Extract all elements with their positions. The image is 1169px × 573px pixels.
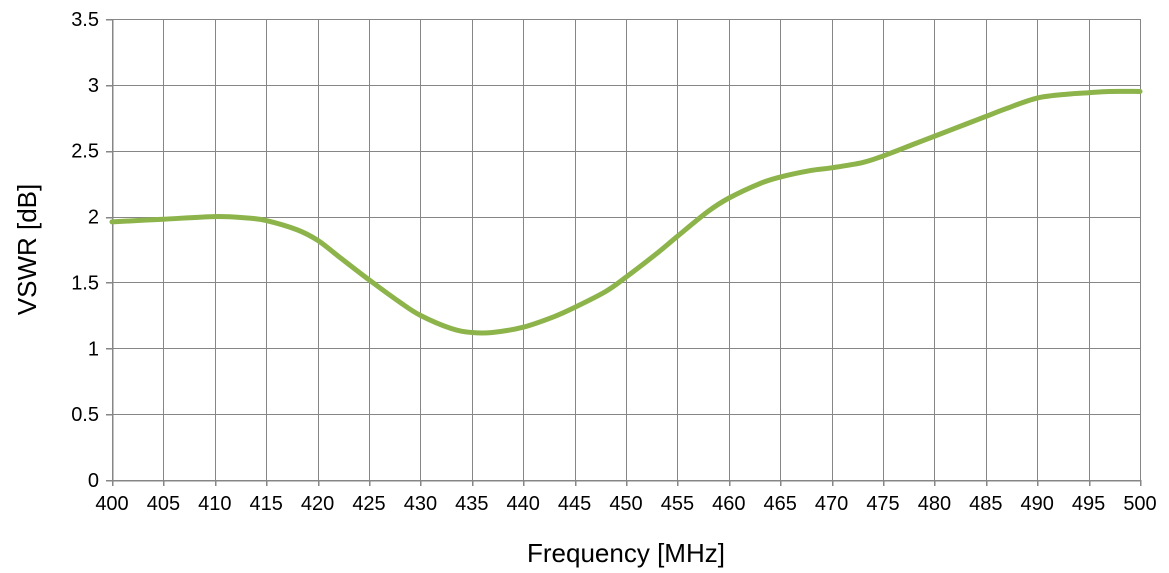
y-tick-label: 1 xyxy=(88,338,99,360)
x-tick-label: 500 xyxy=(1123,493,1156,515)
x-tick-label: 405 xyxy=(147,493,180,515)
y-tick-label: 1.5 xyxy=(71,272,99,294)
x-tick-label: 495 xyxy=(1072,493,1105,515)
series-group xyxy=(109,88,1143,336)
y-axis-title: VSWR [dB] xyxy=(12,184,42,315)
y-tick-labels: 0 0.5 1 1.5 2 2.5 3 3.5 xyxy=(71,9,99,492)
x-tick-label: 445 xyxy=(558,493,591,515)
x-tick-label: 420 xyxy=(301,493,334,515)
x-tick-label: 455 xyxy=(661,493,694,515)
vswr-series-line xyxy=(109,88,1143,336)
x-tick-labels: 400 405 410 415 420 425 430 435 440 445 450 455 460 4… xyxy=(95,493,1156,515)
y-tick-label: 2.5 xyxy=(71,141,99,163)
grid-lines xyxy=(112,19,1141,481)
x-tick-label: 485 xyxy=(969,493,1002,515)
axes xyxy=(106,18,1142,486)
x-tick-label: 480 xyxy=(918,493,951,515)
x-axis-title: Frequency [MHz] xyxy=(527,538,725,568)
x-tick-label: 465 xyxy=(764,493,797,515)
y-tick-label: 0 xyxy=(88,470,99,492)
x-tick-label: 410 xyxy=(198,493,231,515)
y-tick-label: 0.5 xyxy=(71,404,99,426)
x-tick-label: 470 xyxy=(815,493,848,515)
x-tick-label: 460 xyxy=(712,493,745,515)
x-tick-label: 435 xyxy=(455,493,488,515)
x-tick-label: 450 xyxy=(609,493,642,515)
x-tick-label: 425 xyxy=(352,493,385,515)
y-tick-label: 2 xyxy=(88,207,99,229)
x-tick-label: 400 xyxy=(95,493,128,515)
x-tick-label: 415 xyxy=(250,493,283,515)
x-tick-label: 440 xyxy=(507,493,540,515)
y-tick-label: 3.5 xyxy=(71,9,99,31)
x-tick-label: 430 xyxy=(404,493,437,515)
y-tick-label: 3 xyxy=(88,75,99,97)
x-tick-label: 490 xyxy=(1021,493,1054,515)
x-tick-label: 475 xyxy=(866,493,899,515)
